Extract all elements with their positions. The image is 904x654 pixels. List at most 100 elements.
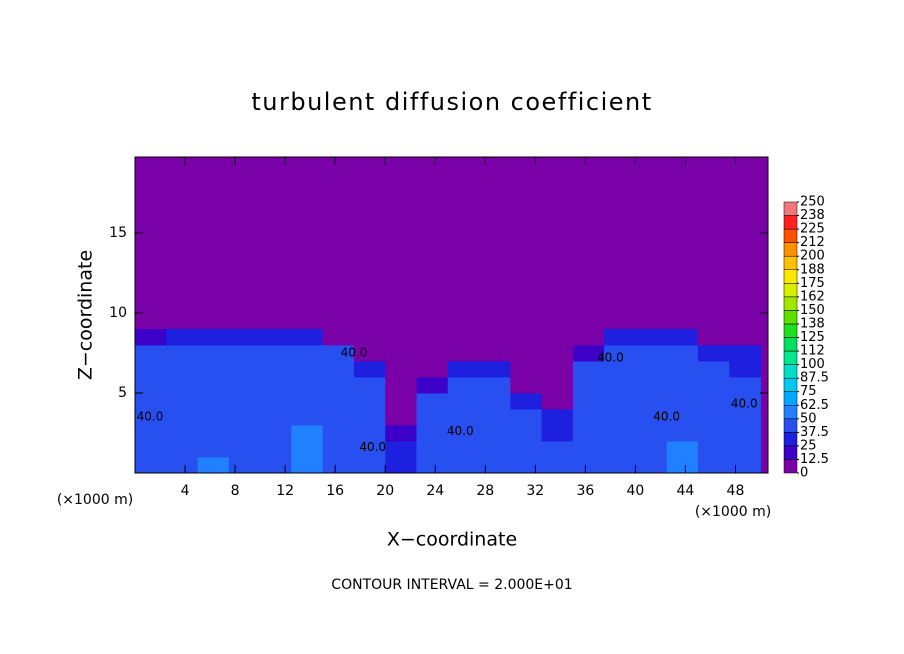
heat-cell: [729, 425, 761, 442]
heat-cell: [135, 345, 167, 362]
heat-cell: [197, 425, 230, 442]
colorbar-segment: [783, 228, 798, 243]
heat-cell: [166, 441, 198, 458]
contour-label: 40.0: [447, 424, 474, 438]
heat-cell: [541, 393, 574, 410]
colorbar-label: 100: [800, 357, 825, 372]
heat-cell: [510, 377, 542, 394]
heat-cell: [135, 457, 167, 474]
heat-cell: [416, 425, 449, 442]
heat-cell: [166, 409, 198, 426]
colorbar-segment: [783, 418, 798, 433]
heat-cell: [666, 425, 699, 442]
heat-cell: [541, 377, 574, 394]
colorbar-segment: [783, 391, 798, 406]
footnote: CONTOUR INTERVAL = 2.000E+01: [331, 577, 572, 593]
heat-cell: [697, 361, 730, 378]
colorbar-label: 125: [800, 330, 825, 345]
heat-cell: [291, 361, 324, 378]
heat-cell: [228, 329, 261, 346]
heat-cell: [228, 345, 261, 362]
heat-cell: [604, 393, 636, 410]
heat-cell: [635, 457, 668, 474]
heat-cell: [385, 441, 417, 458]
heat-cell: [635, 361, 668, 378]
colorbar-label: 25: [800, 438, 817, 453]
heat-cell: [353, 393, 386, 410]
heat-cell: [385, 361, 417, 378]
heat-cell: [260, 441, 292, 458]
heat-cell: [447, 361, 480, 378]
heat-cell: [479, 361, 511, 378]
x-tick-label: 12: [276, 483, 294, 499]
heat-cell: [572, 441, 605, 458]
colorbar-label: 212: [800, 235, 825, 250]
x-tick-label: 48: [727, 483, 745, 499]
heat-cell: [697, 329, 730, 346]
heat-cell: [635, 409, 668, 426]
heat-cell: [385, 377, 417, 394]
y-tick-label: 15: [109, 225, 127, 241]
heat-cell: [666, 345, 699, 362]
heat-cell: [197, 457, 230, 474]
heat-cell: [353, 329, 386, 346]
colorbar-segment: [783, 432, 798, 447]
heat-cell: [166, 393, 198, 410]
heat-cell: [353, 345, 386, 362]
heat-cell: [416, 441, 449, 458]
heat-cell: [604, 409, 636, 426]
heat-cell: [322, 361, 355, 378]
colorbar-label: 225: [800, 222, 825, 237]
heat-cell: [322, 441, 355, 458]
colorbar-label: 138: [800, 316, 825, 331]
heat-cell: [510, 441, 542, 458]
heat-cell: [228, 377, 261, 394]
x-unit-right: (×1000 m): [695, 504, 771, 520]
heat-cell: [135, 361, 167, 378]
heat-cell: [510, 345, 542, 362]
colorbar-segment: [783, 296, 798, 311]
colorbar-segment: [783, 255, 798, 271]
heat-cell: [291, 345, 324, 362]
colorbar-label: 0: [800, 466, 808, 481]
colorbar-label: 75: [800, 384, 817, 399]
heat-cell: [697, 393, 730, 410]
heat-cell: [541, 329, 574, 346]
heat-cell: [197, 409, 230, 426]
heat-cell: [729, 345, 761, 362]
heat-cell: [572, 393, 605, 410]
colorbar-segment: [783, 405, 798, 420]
heat-cell: [447, 409, 480, 426]
heat-cell: [322, 393, 355, 410]
heat-cell: [572, 377, 605, 394]
heat-cell: [604, 441, 636, 458]
heat-cell: [228, 441, 261, 458]
heat-cell: [572, 345, 605, 362]
heat-cell: [635, 329, 668, 346]
heat-cell: [228, 457, 261, 474]
chart-title: turbulent diffusion coefficient: [251, 88, 652, 116]
heat-cell: [479, 329, 511, 346]
heat-cell: [510, 409, 542, 426]
y-axis-label: Z−coordinate: [75, 250, 97, 380]
colorbar-segment: [783, 323, 798, 338]
heat-cell: [604, 361, 636, 378]
heat-cell: [416, 329, 449, 346]
heat-cell: [666, 361, 699, 378]
colorbar-label: 50: [800, 411, 817, 426]
heat-cell: [385, 329, 417, 346]
heat-cell: [135, 441, 167, 458]
colorbar-label: 188: [800, 262, 825, 277]
heat-cell: [447, 441, 480, 458]
heat-cell: [635, 345, 668, 362]
heat-cell: [666, 329, 699, 346]
heat-cell: [729, 329, 761, 346]
heat-cell: [479, 377, 511, 394]
heat-cell: [197, 361, 230, 378]
plot-frame: [134, 156, 769, 474]
heat-cell: [697, 457, 730, 474]
heat-cell: [260, 345, 292, 362]
heat-cell: [635, 425, 668, 442]
x-tick-label: 32: [526, 483, 544, 499]
